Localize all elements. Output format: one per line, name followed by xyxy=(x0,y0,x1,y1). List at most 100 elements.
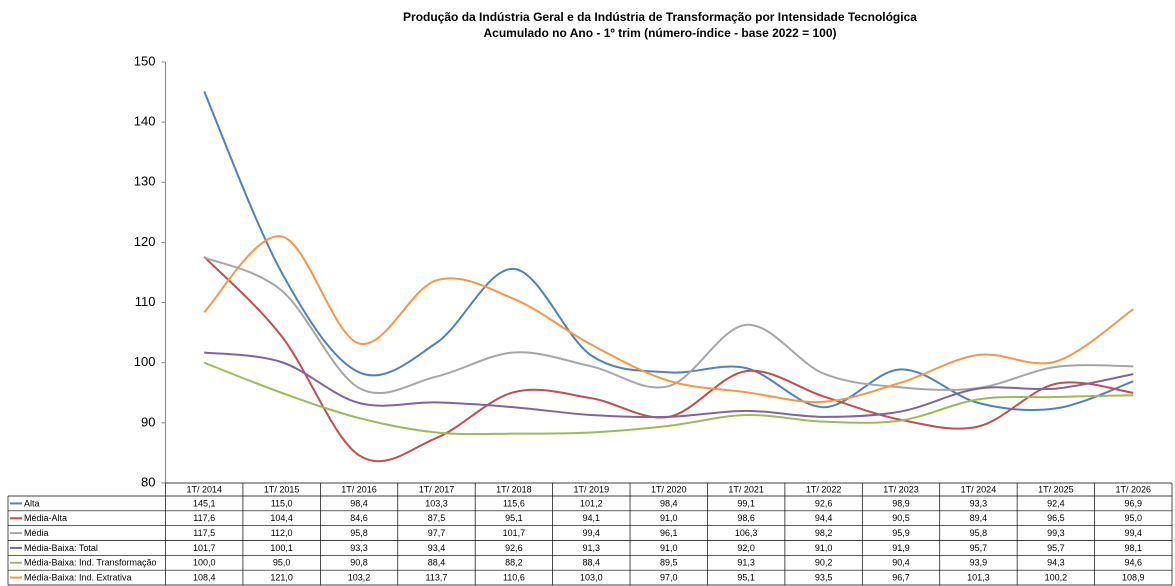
table-value: 91,0 xyxy=(660,513,678,523)
y-tick-label: 90 xyxy=(141,414,155,429)
table-value: 106,3 xyxy=(735,528,758,538)
chart-title: Produção da Indústria Geral e da Indústr… xyxy=(403,10,917,24)
y-tick-label: 120 xyxy=(134,234,156,249)
legend-label: Alta xyxy=(24,498,40,508)
table-value: 99,4 xyxy=(1125,528,1143,538)
table-value: 91,0 xyxy=(815,543,833,553)
table-value: 101,7 xyxy=(503,528,526,538)
table-value: 96,5 xyxy=(1047,513,1065,523)
table-value: 95,0 xyxy=(273,558,291,568)
y-tick-label: 130 xyxy=(134,174,156,189)
table-value: 100,1 xyxy=(270,543,293,553)
table-value: 91,3 xyxy=(737,558,755,568)
y-tick-label: 110 xyxy=(135,294,156,309)
x-tick-label: 1T/ 2022 xyxy=(806,484,842,494)
table-value: 96,7 xyxy=(892,572,910,582)
table-value: 93,9 xyxy=(970,558,988,568)
y-tick-label: 140 xyxy=(134,114,156,129)
legend-label: Média-Baixa: Ind. Extrativa xyxy=(24,572,132,582)
table-value: 94,1 xyxy=(583,513,601,523)
table-value: 117,6 xyxy=(193,513,215,523)
table-value: 98,6 xyxy=(737,513,755,523)
table-value: 90,4 xyxy=(892,558,910,568)
table-value: 98,2 xyxy=(815,528,833,538)
table-value: 99,4 xyxy=(583,528,601,538)
y-tick-label: 150 xyxy=(134,53,156,68)
x-tick-label: 1T/ 2020 xyxy=(651,484,687,494)
table-value: 99,3 xyxy=(1047,528,1065,538)
series-line xyxy=(203,235,1134,404)
x-tick-label: 1T/ 2017 xyxy=(419,484,455,494)
table-value: 91,9 xyxy=(892,543,910,553)
table-value: 92,4 xyxy=(1047,498,1065,508)
chart-subtitle: Acumulado no Ano - 1º trim (número-índic… xyxy=(483,26,836,40)
table-value: 92,6 xyxy=(815,498,833,508)
table-value: 103,3 xyxy=(425,498,448,508)
table-value: 101,3 xyxy=(967,572,990,582)
table-value: 104,4 xyxy=(270,513,293,523)
x-tick-label: 1T/ 2018 xyxy=(496,484,532,494)
series-line xyxy=(204,351,1134,419)
x-tick-label: 1T/ 2021 xyxy=(728,484,764,494)
table-value: 98,4 xyxy=(350,498,368,508)
table-value: 117,5 xyxy=(193,528,215,538)
table-value: 115,0 xyxy=(271,498,293,508)
table-value: 96,9 xyxy=(1125,498,1143,508)
table-value: 145,1 xyxy=(193,498,216,508)
table-value: 95,1 xyxy=(737,572,755,582)
table-value: 95,9 xyxy=(892,528,910,538)
table-value: 90,2 xyxy=(815,558,833,568)
table-value: 100,2 xyxy=(1045,572,1068,582)
table-value: 98,4 xyxy=(660,498,678,508)
table-value: 121,0 xyxy=(270,572,293,582)
table-value: 94,4 xyxy=(815,513,833,523)
y-tick-label: 80 xyxy=(141,474,155,489)
table-value: 115,6 xyxy=(503,498,525,508)
table-value: 96,1 xyxy=(660,528,678,538)
table-value: 88,4 xyxy=(583,558,601,568)
table-value: 93,5 xyxy=(815,572,833,582)
table-value: 97,7 xyxy=(428,528,446,538)
table-value: 97,0 xyxy=(660,572,678,582)
table-value: 113,7 xyxy=(426,572,448,582)
table-value: 89,4 xyxy=(970,513,988,523)
table-value: 95,1 xyxy=(505,513,523,523)
legend-label: Média-Alta xyxy=(24,513,67,523)
table-value: 94,6 xyxy=(1125,558,1143,568)
x-tick-label: 1T/ 2025 xyxy=(1038,484,1074,494)
x-tick-label: 1T/ 2023 xyxy=(883,484,919,494)
table-value: 95,7 xyxy=(970,543,988,553)
table-value: 108,4 xyxy=(193,572,216,582)
table-value: 89,5 xyxy=(660,558,678,568)
table-value: 93,4 xyxy=(428,543,446,553)
table-value: 101,7 xyxy=(193,543,216,553)
table-value: 93,3 xyxy=(350,543,368,553)
table-value: 95,7 xyxy=(1047,543,1065,553)
table-value: 94,3 xyxy=(1047,558,1065,568)
table-value: 110,6 xyxy=(503,572,525,582)
table-value: 92,0 xyxy=(737,543,755,553)
x-tick-label: 1T/ 2024 xyxy=(961,484,997,494)
table-value: 88,4 xyxy=(428,558,446,568)
table-value: 90,5 xyxy=(892,513,910,523)
table-value: 84,6 xyxy=(350,513,368,523)
table-value: 99,1 xyxy=(737,498,755,508)
table-value: 90,8 xyxy=(350,558,368,568)
table-value: 88,2 xyxy=(505,558,523,568)
legend-label: Média-Baixa: Total xyxy=(24,543,98,553)
x-tick-label: 1T/ 2016 xyxy=(341,484,377,494)
x-tick-label: 1T/ 2015 xyxy=(264,484,300,494)
legend-label: Média xyxy=(24,528,49,538)
table-value: 112,0 xyxy=(271,528,293,538)
table-value: 101,2 xyxy=(580,498,603,508)
table-value: 87,5 xyxy=(428,513,446,523)
table-value: 95,8 xyxy=(970,528,988,538)
table-value: 91,0 xyxy=(660,543,678,553)
series-line xyxy=(203,91,1134,412)
x-tick-label: 1T/ 2026 xyxy=(1116,484,1152,494)
table-value: 98,1 xyxy=(1125,543,1143,553)
table-value: 100,0 xyxy=(193,558,216,568)
table-value: 95,0 xyxy=(1125,513,1143,523)
x-tick-label: 1T/ 2019 xyxy=(574,484,610,494)
